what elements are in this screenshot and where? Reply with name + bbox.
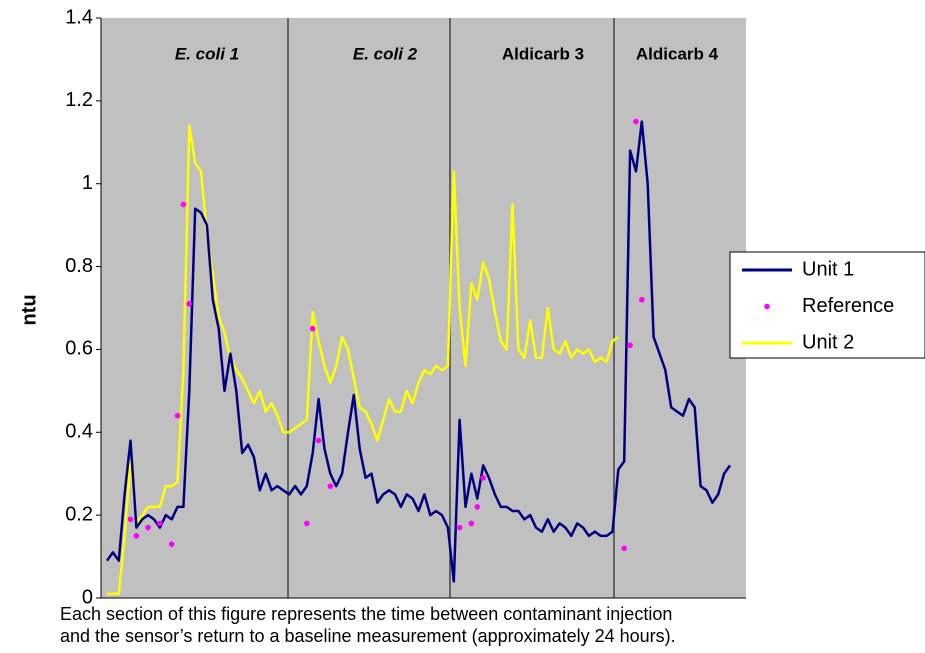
plot-area xyxy=(101,18,746,598)
legend-label: Unit 1 xyxy=(802,258,854,280)
y-tick-label: 0.4 xyxy=(65,421,93,443)
reference-point xyxy=(480,475,486,481)
reference-point xyxy=(168,541,175,547)
reference-point xyxy=(621,545,628,552)
reference-point xyxy=(174,412,181,419)
y-tick-label: 0 xyxy=(82,586,93,608)
reference-point xyxy=(133,533,140,539)
reference-point xyxy=(157,520,163,527)
reference-point xyxy=(315,437,322,444)
section-label: E. coli 1 xyxy=(175,44,239,63)
y-axis-label: ntu xyxy=(18,294,40,325)
reference-point xyxy=(633,118,639,125)
reference-point xyxy=(186,301,193,307)
reference-point xyxy=(145,524,151,531)
reference-point xyxy=(304,520,310,527)
legend-marker xyxy=(764,303,770,310)
legend-label: Reference xyxy=(802,295,894,317)
caption: and the sensor’s return to a baseline me… xyxy=(60,626,676,646)
section-label: Aldicarb 3 xyxy=(502,44,584,63)
series-line xyxy=(107,124,620,596)
y-tick-label: 1.2 xyxy=(65,89,93,111)
reference-point xyxy=(180,201,187,208)
reference-point xyxy=(468,520,475,527)
y-tick-label: 0.6 xyxy=(65,338,93,360)
y-tick-label: 1.4 xyxy=(65,6,93,28)
reference-point xyxy=(309,325,316,332)
reference-point xyxy=(127,516,134,523)
reference-point xyxy=(627,342,633,349)
y-tick-label: 1 xyxy=(82,172,93,194)
caption: Each section of this figure represents t… xyxy=(60,604,672,624)
reference-point xyxy=(456,524,463,531)
section-label: Aldicarb 4 xyxy=(636,44,719,63)
reference-point xyxy=(474,504,481,510)
reference-point xyxy=(639,296,645,303)
section-label: E. coli 2 xyxy=(353,44,418,63)
legend-label: Unit 2 xyxy=(802,331,854,353)
y-tick-label: 0.8 xyxy=(65,255,93,277)
y-tick-label: 0.2 xyxy=(65,503,93,525)
reference-point xyxy=(327,483,334,489)
series-line xyxy=(105,120,732,583)
